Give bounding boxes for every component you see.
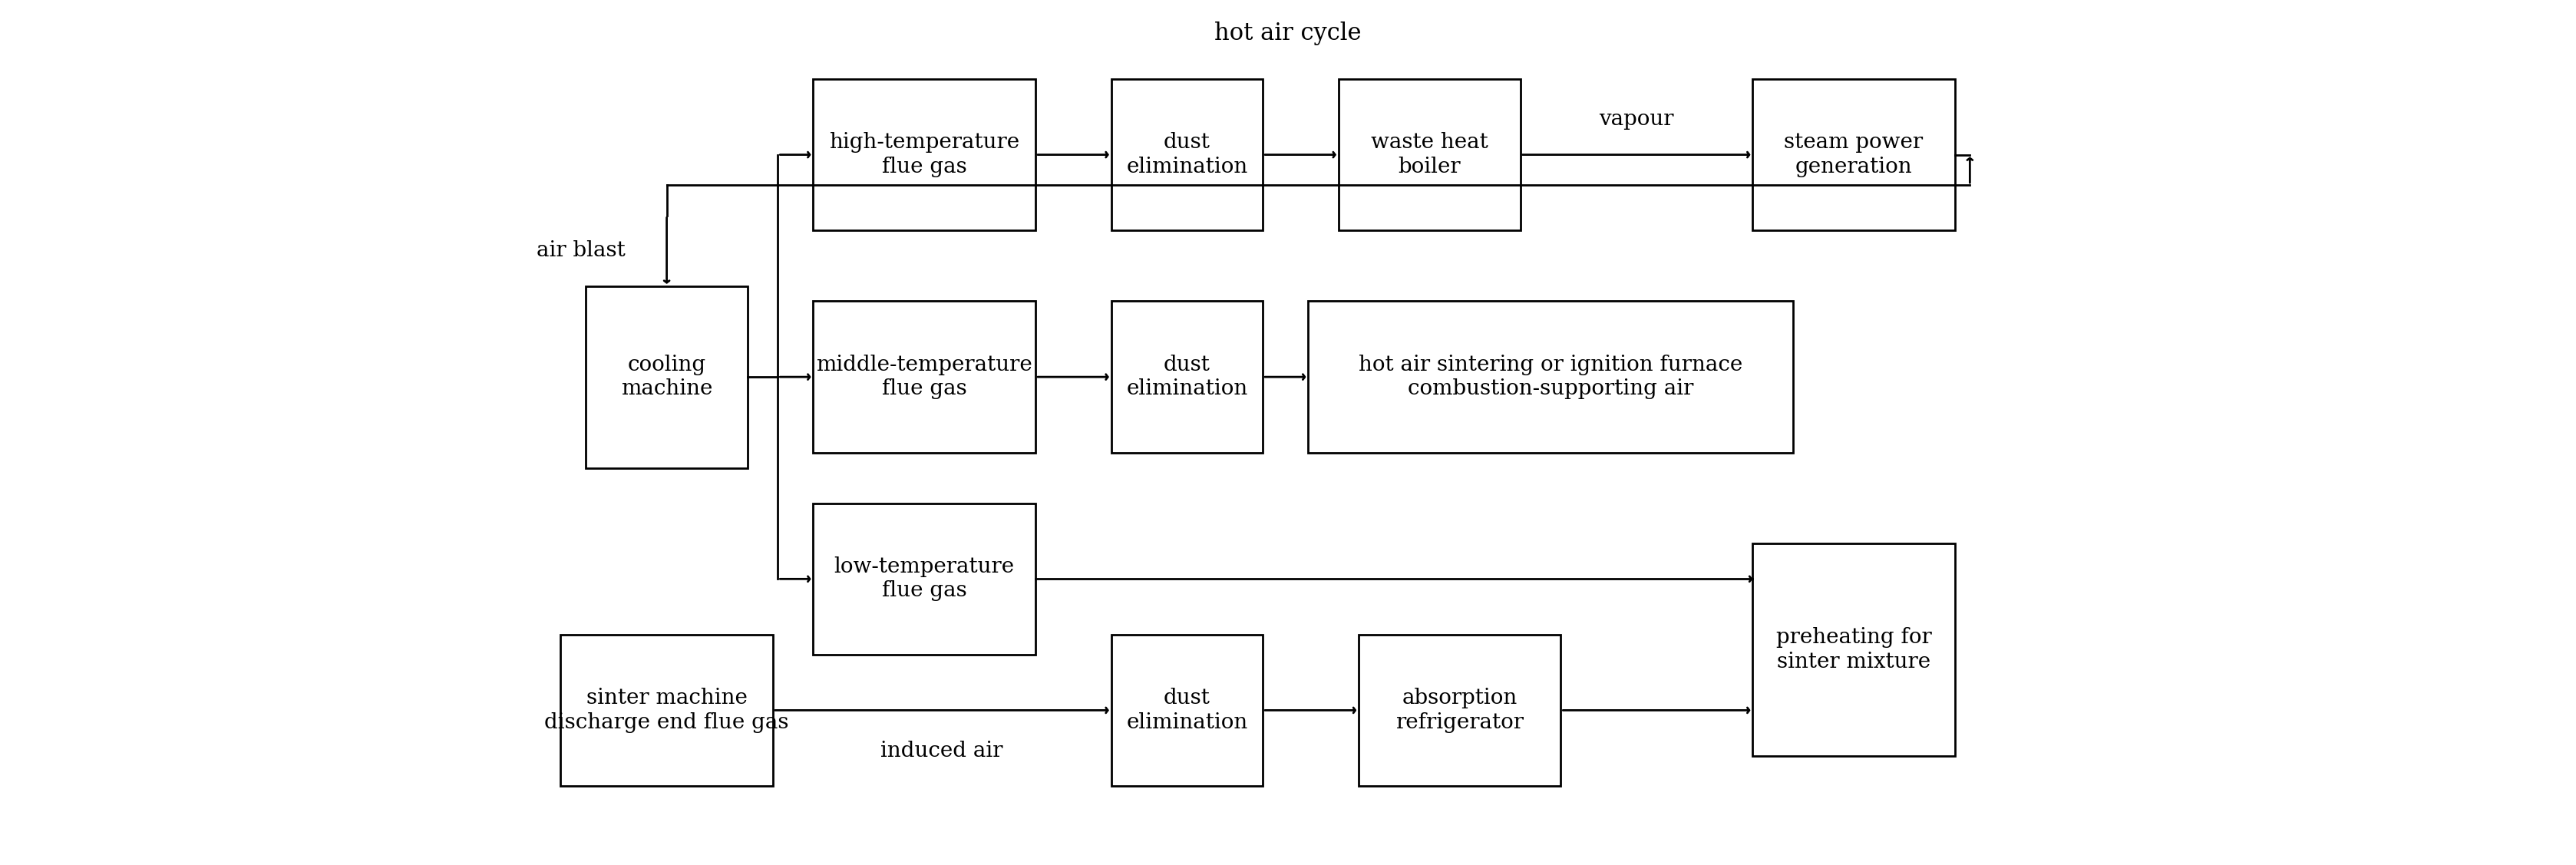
Text: hot air cycle: hot air cycle bbox=[1213, 22, 1363, 45]
Text: hot air sintering or ignition furnace
combustion-supporting air: hot air sintering or ignition furnace co… bbox=[1358, 355, 1741, 400]
Text: cooling
machine: cooling machine bbox=[621, 355, 714, 400]
Text: sinter machine
discharge end flue gas: sinter machine discharge end flue gas bbox=[544, 688, 788, 733]
Bar bbox=[1340, 79, 1520, 230]
Text: vapour: vapour bbox=[1600, 109, 1674, 130]
Bar bbox=[1358, 635, 1561, 786]
Bar bbox=[585, 286, 747, 468]
Bar bbox=[814, 301, 1036, 452]
Bar bbox=[562, 635, 773, 786]
Text: dust
elimination: dust elimination bbox=[1126, 355, 1247, 400]
Text: dust
elimination: dust elimination bbox=[1126, 688, 1247, 733]
Bar bbox=[814, 503, 1036, 655]
Text: steam power
generation: steam power generation bbox=[1785, 132, 1924, 177]
Text: absorption
refrigerator: absorption refrigerator bbox=[1396, 688, 1525, 733]
Text: low-temperature
flue gas: low-temperature flue gas bbox=[835, 557, 1015, 601]
Bar bbox=[1309, 301, 1793, 452]
Text: dust
elimination: dust elimination bbox=[1126, 132, 1247, 177]
Text: air blast: air blast bbox=[536, 240, 626, 261]
Text: preheating for
sinter mixture: preheating for sinter mixture bbox=[1775, 627, 1932, 672]
Text: high-temperature
flue gas: high-temperature flue gas bbox=[829, 132, 1020, 177]
Bar bbox=[1110, 301, 1262, 452]
Text: middle-temperature
flue gas: middle-temperature flue gas bbox=[817, 355, 1033, 400]
Bar bbox=[1752, 79, 1955, 230]
Bar bbox=[814, 79, 1036, 230]
Bar bbox=[1110, 79, 1262, 230]
Bar bbox=[1110, 635, 1262, 786]
Text: waste heat
boiler: waste heat boiler bbox=[1370, 132, 1489, 177]
Bar bbox=[1752, 543, 1955, 756]
Text: induced air: induced air bbox=[881, 740, 1002, 761]
